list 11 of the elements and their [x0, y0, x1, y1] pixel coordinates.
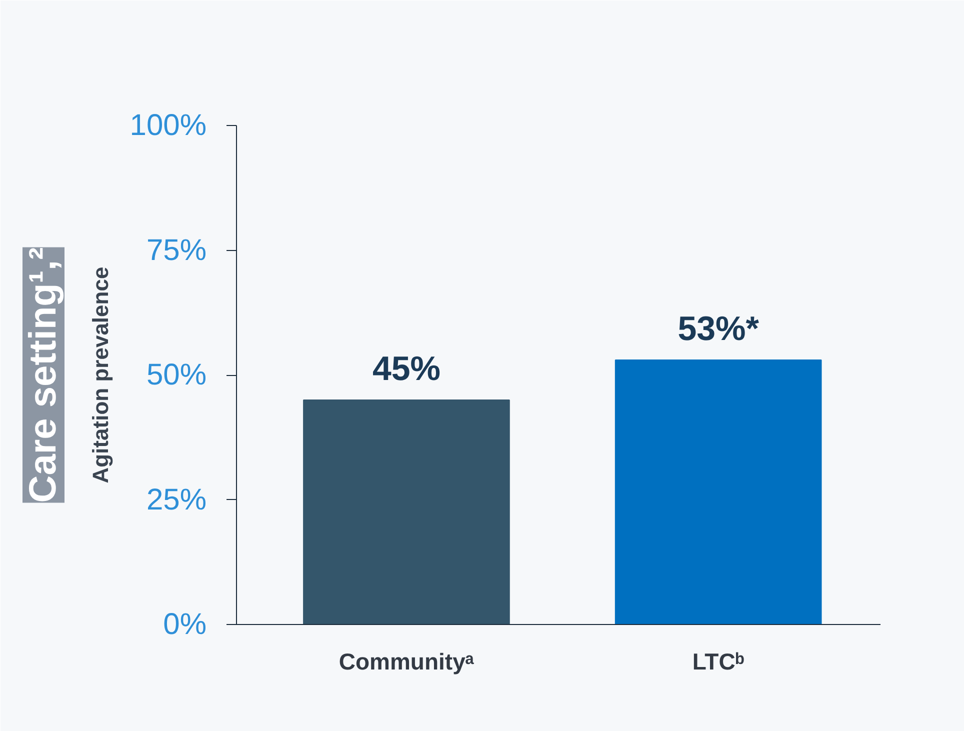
data-label: 53%* [678, 310, 760, 348]
y-axis-title: Agitation prevalence [88, 266, 113, 484]
text: Care setting¹,² [22, 247, 64, 503]
y-tick-label: 50% [146, 358, 207, 392]
y-tick-label: 25% [146, 483, 207, 516]
y-tick-label: 0% [163, 608, 206, 641]
y-tick-label: 75% [146, 234, 207, 267]
data-label: 45% [372, 350, 441, 388]
y-tick-label: 100% [130, 109, 207, 142]
x-tick-label: LTCᵇ [692, 648, 744, 674]
x-tick-label: Communityᵃ [338, 648, 474, 674]
